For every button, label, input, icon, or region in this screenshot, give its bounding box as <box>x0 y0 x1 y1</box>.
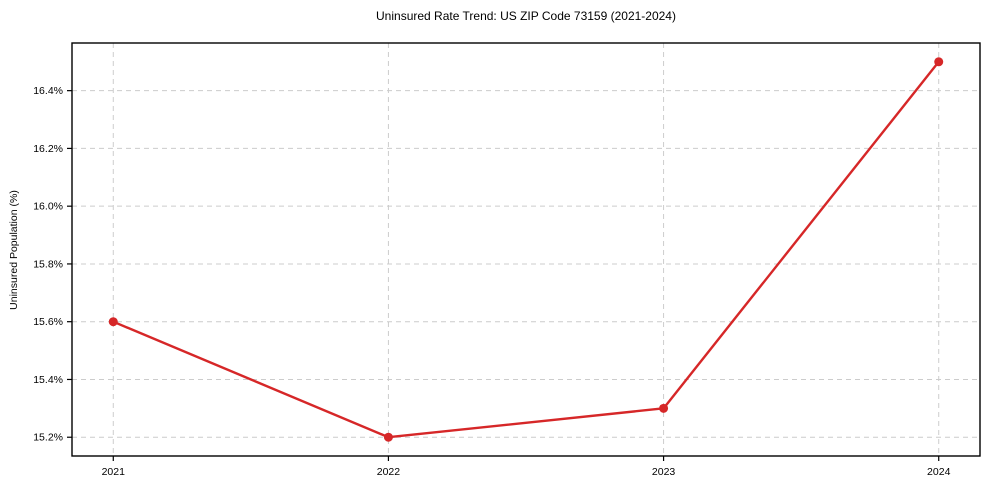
data-point-marker <box>659 403 669 413</box>
y-tick-label: 15.4% <box>33 374 63 386</box>
x-tick-label: 2022 <box>377 466 401 478</box>
x-tick-label: 2024 <box>927 466 951 478</box>
y-tick-label: 16.4% <box>33 85 63 97</box>
data-point-marker <box>108 317 118 327</box>
x-tick-label: 2023 <box>652 466 676 478</box>
data-point-marker <box>383 432 393 442</box>
x-tick-label: 2021 <box>102 466 126 478</box>
y-tick-label: 15.2% <box>33 432 63 444</box>
y-tick-label: 15.8% <box>33 258 63 270</box>
y-tick-label: 16.0% <box>33 201 63 213</box>
plot-border <box>71 42 981 457</box>
y-tick-label: 15.6% <box>33 316 63 328</box>
y-tick-label: 16.2% <box>33 143 63 155</box>
data-point-marker <box>934 57 944 67</box>
chart-title: Uninsured Rate Trend: US ZIP Code 73159 … <box>376 9 676 23</box>
trend-line <box>112 60 940 439</box>
